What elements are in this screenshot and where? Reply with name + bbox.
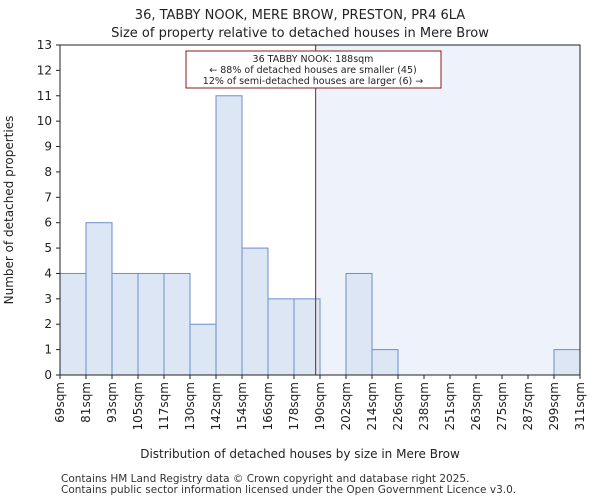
annotation-line-3: 12% of semi-detached houses are larger (… — [203, 76, 423, 87]
x-axis-label: Distribution of detached houses by size … — [140, 447, 460, 461]
bar-142sqm — [215, 95, 243, 376]
bar-117sqm — [163, 272, 191, 376]
x-tick-label-93sqm: 93sqm — [105, 382, 119, 423]
y-tick-label-6: 6 — [44, 216, 52, 230]
y-tick-label-12: 12 — [37, 63, 52, 77]
y-tick-label-4: 4 — [44, 266, 52, 280]
annotation-line-1: 36 TABBY NOOK: 188sqm — [253, 54, 374, 65]
y-tick-label-1: 1 — [44, 343, 52, 357]
footer-line-1: Contains HM Land Registry data © Crown c… — [61, 473, 470, 485]
footer-line-2: Contains public sector information licen… — [61, 484, 517, 496]
y-tick-label-2: 2 — [44, 317, 52, 331]
bar-69sqm — [59, 272, 87, 376]
x-tick-label-226sqm: 226sqm — [391, 382, 405, 430]
x-tick-label-117sqm: 117sqm — [157, 382, 171, 430]
y-tick-label-11: 11 — [37, 89, 52, 103]
chart-subtitle: Size of property relative to detached ho… — [111, 26, 489, 41]
annotation-box: 36 TABBY NOOK: 188sqm ← 88% of detached … — [185, 50, 442, 89]
bar-81sqm — [85, 222, 113, 376]
x-tick-label-202sqm: 202sqm — [339, 382, 353, 430]
y-tick-label-10: 10 — [37, 114, 52, 128]
y-tick-label-0: 0 — [44, 368, 52, 382]
y-tick-label-13: 13 — [37, 38, 52, 52]
annotation-border — [185, 50, 442, 89]
x-axis: 69sqm 81sqm 93sqm 105sqm 117sqm 130sqm 142sqm 1… — [53, 375, 587, 430]
x-tick-label-275sqm: 275sqm — [495, 382, 509, 430]
y-tick-label-9: 9 — [44, 140, 52, 154]
bars-group — [59, 95, 581, 376]
x-tick-label-190sqm: 190sqm — [313, 382, 327, 430]
x-tick-label-238sqm: 238sqm — [417, 382, 431, 430]
x-tick-label-105sqm: 105sqm — [131, 382, 145, 430]
bar-166sqm — [267, 298, 295, 376]
y-axis-label: Number of detached properties — [2, 116, 16, 305]
bar-299sqm — [553, 349, 581, 376]
x-tick-label-178sqm: 178sqm — [287, 382, 301, 430]
annotation-line-2: ← 88% of detached houses are smaller (45… — [209, 65, 416, 76]
chart-title: 36, TABBY NOOK, MERE BROW, PRESTON, PR4 … — [135, 8, 466, 23]
bar-214sqm — [371, 349, 399, 376]
x-tick-label-251sqm: 251sqm — [443, 382, 457, 430]
x-tick-label-263sqm: 263sqm — [469, 382, 483, 430]
x-tick-label-81sqm: 81sqm — [79, 382, 93, 423]
x-tick-label-214sqm: 214sqm — [365, 382, 379, 430]
bar-93sqm — [111, 272, 139, 376]
x-tick-label-287sqm: 287sqm — [521, 382, 535, 430]
y-tick-label-8: 8 — [44, 165, 52, 179]
x-tick-label-69sqm: 69sqm — [53, 382, 67, 423]
x-tick-label-299sqm: 299sqm — [547, 382, 561, 430]
y-tick-label-7: 7 — [44, 190, 52, 204]
x-tick-label-154sqm: 154sqm — [235, 382, 249, 430]
x-tick-label-166sqm: 166sqm — [261, 382, 275, 430]
x-tick-label-311sqm: 311sqm — [573, 382, 587, 430]
x-tick-label-142sqm: 142sqm — [209, 382, 223, 430]
x-tick-label-130sqm: 130sqm — [183, 382, 197, 430]
bar-105sqm — [137, 272, 165, 376]
y-tick-label-3: 3 — [44, 292, 52, 306]
bar-154sqm — [241, 247, 269, 376]
bar-130sqm — [189, 323, 217, 376]
y-tick-label-5: 5 — [44, 241, 52, 255]
bar-202sqm — [345, 272, 373, 376]
